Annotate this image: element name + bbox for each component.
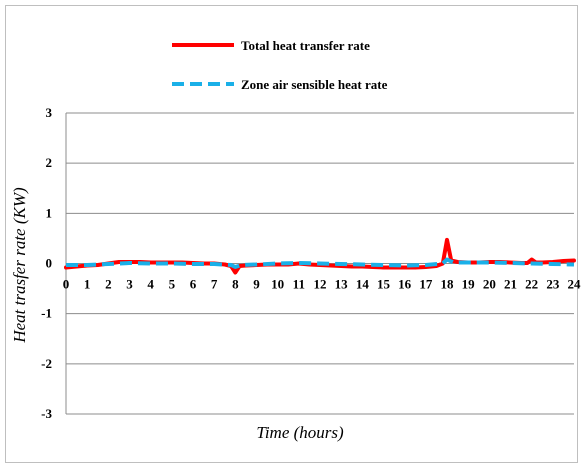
x-tick-label: 17 — [419, 277, 433, 292]
x-tick-label: 18 — [441, 277, 455, 292]
x-tick-label: 1 — [84, 277, 91, 292]
x-tick-label: 16 — [398, 277, 412, 292]
y-axis-title: Heat trasfer rate (KW) — [10, 187, 29, 344]
y-tick-label: -2 — [41, 356, 52, 371]
legend: Total heat transfer rate Zone air sensib… — [172, 38, 388, 92]
x-tick-label: 5 — [169, 277, 176, 292]
x-tick-label: 3 — [126, 277, 133, 292]
legend-label-zone: Zone air sensible heat rate — [241, 77, 388, 92]
x-tick-label: 11 — [293, 277, 305, 292]
x-tick-label: 8 — [232, 277, 239, 292]
y-tick-label: 3 — [46, 105, 53, 120]
series-lines — [64, 237, 576, 275]
x-tick-label: 6 — [190, 277, 197, 292]
series-line-total-heat-transfer — [64, 237, 576, 275]
x-tick-label: 7 — [211, 277, 218, 292]
x-tick-label: 14 — [356, 277, 370, 292]
x-tick-label: 0 — [63, 277, 70, 292]
x-tick-label: 24 — [568, 277, 582, 292]
x-tick-label: 2 — [105, 277, 112, 292]
y-tick-label: 2 — [46, 155, 53, 170]
x-tick-label: 19 — [462, 277, 476, 292]
legend-label-total: Total heat transfer rate — [241, 38, 370, 53]
x-tick-label: 4 — [147, 277, 154, 292]
x-tick-label: 9 — [253, 277, 260, 292]
x-axis-title: Time (hours) — [256, 423, 344, 442]
x-tick-label: 22 — [525, 277, 538, 292]
x-tick-label: 13 — [335, 277, 349, 292]
chart-area — [5, 5, 578, 463]
y-tick-label: -1 — [41, 306, 52, 321]
y-tick-label: 1 — [46, 205, 53, 220]
x-tick-label: 21 — [504, 277, 517, 292]
x-tick-label: 10 — [271, 277, 284, 292]
gridlines — [66, 112, 574, 415]
x-tick-label: 15 — [377, 277, 391, 292]
x-tick-label: 12 — [314, 277, 327, 292]
x-tick-label: 23 — [546, 277, 560, 292]
series-line-zone-air-sensible-heat — [66, 257, 575, 269]
y-tick-label: -3 — [41, 406, 52, 421]
y-tick-label: 0 — [46, 256, 53, 271]
x-tick-label: 20 — [483, 277, 496, 292]
